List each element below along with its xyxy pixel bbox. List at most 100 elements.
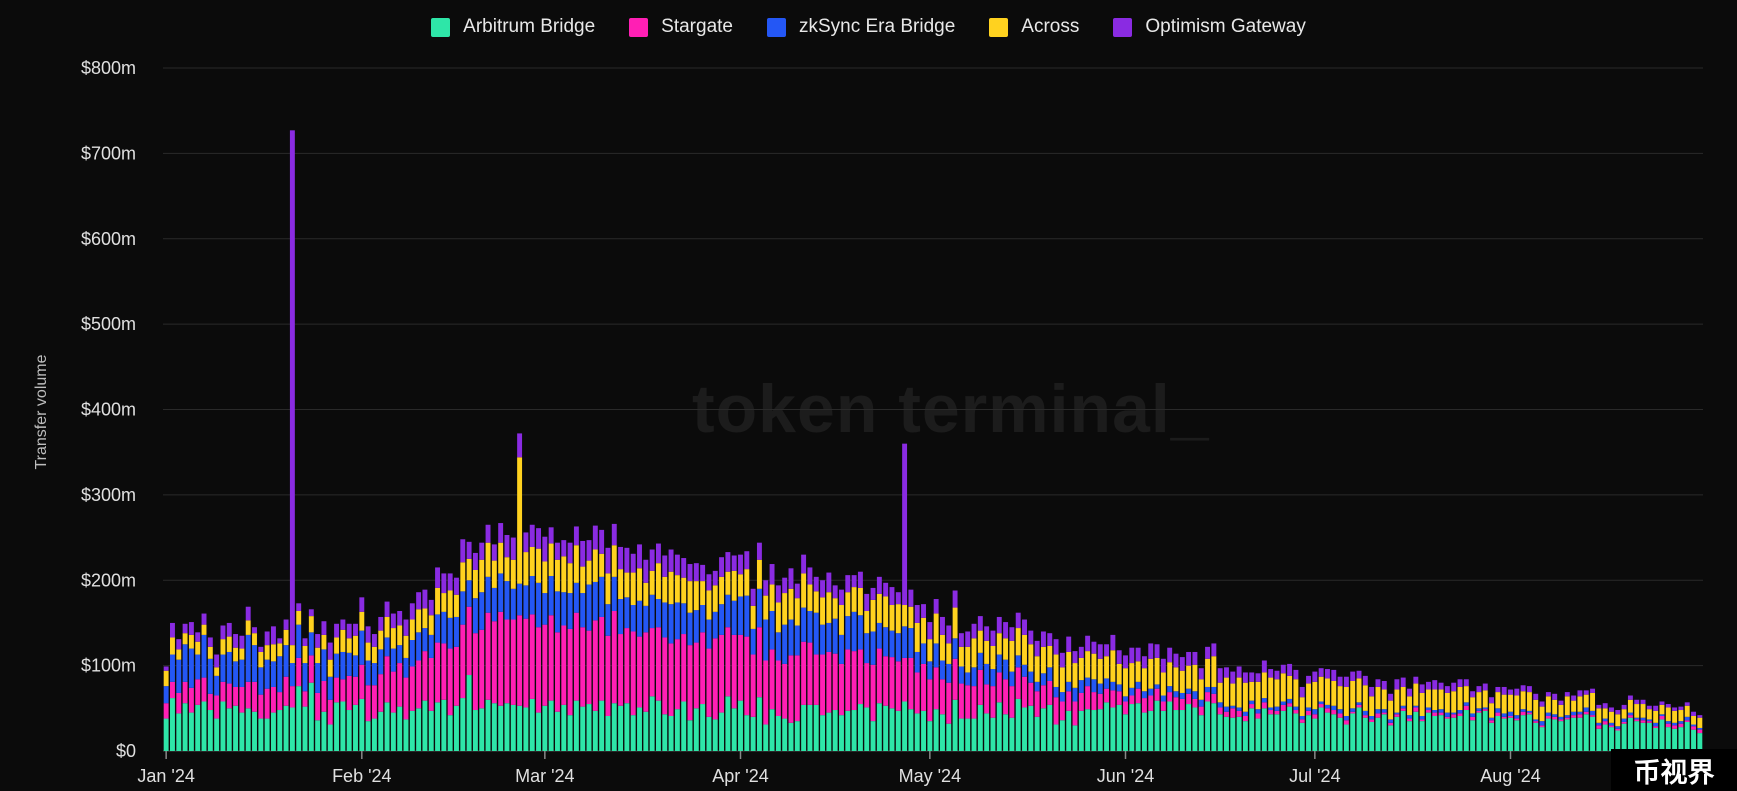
bar-segment[interactable] (1388, 719, 1394, 723)
bar-segment[interactable] (454, 705, 459, 751)
bar-segment[interactable] (1470, 720, 1476, 751)
bar-segment[interactable] (870, 599, 876, 632)
bar-segment[interactable] (1097, 683, 1103, 694)
bar-segment[interactable] (479, 542, 485, 560)
bar-segment[interactable] (990, 686, 996, 718)
bar-segment[interactable] (378, 630, 384, 650)
bar-segment[interactable] (1514, 718, 1520, 721)
bar-segment[interactable] (952, 607, 958, 639)
bar-segment[interactable] (1533, 721, 1539, 723)
bar-segment[interactable] (1672, 725, 1678, 729)
bar-segment[interactable] (517, 615, 523, 706)
bar-segment[interactable] (163, 703, 169, 719)
bar-segment[interactable] (1375, 717, 1381, 751)
bar-segment[interactable] (573, 700, 579, 751)
bar-segment[interactable] (611, 703, 617, 751)
bar-segment[interactable] (618, 705, 624, 751)
bar-segment[interactable] (599, 529, 605, 554)
bar-segment[interactable] (1148, 643, 1154, 659)
bar-segment[interactable] (1097, 693, 1103, 710)
bar-segment[interactable] (801, 607, 807, 642)
bar-segment[interactable] (308, 616, 314, 633)
bar-segment[interactable] (1059, 652, 1065, 668)
bar-segment[interactable] (1432, 689, 1438, 711)
bar-segment[interactable] (1400, 708, 1406, 711)
bar-segment[interactable] (409, 640, 415, 667)
bar-segment[interactable] (1388, 700, 1394, 720)
bar-segment[interactable] (744, 636, 750, 716)
bar-segment[interactable] (1350, 680, 1356, 709)
bar-segment[interactable] (359, 611, 365, 631)
bar-segment[interactable] (308, 655, 314, 683)
bar-segment[interactable] (1501, 716, 1507, 719)
bar-segment[interactable] (794, 625, 800, 656)
bar-segment[interactable] (1072, 701, 1078, 726)
bar-segment[interactable] (826, 622, 832, 652)
bar-segment[interactable] (1236, 710, 1242, 717)
bar-segment[interactable] (1236, 707, 1242, 711)
bar-segment[interactable] (700, 605, 706, 633)
bar-segment[interactable] (214, 695, 220, 719)
bar-segment[interactable] (1160, 701, 1166, 711)
bar-segment[interactable] (447, 648, 453, 716)
bar-segment[interactable] (1261, 708, 1267, 751)
bar-segment[interactable] (1261, 672, 1267, 699)
bar-segment[interactable] (1179, 710, 1185, 751)
bar-segment[interactable] (1091, 679, 1097, 693)
bar-segment[interactable] (851, 611, 857, 652)
bar-segment[interactable] (1602, 708, 1608, 719)
bar-segment[interactable] (1501, 686, 1507, 695)
bar-segment[interactable] (334, 653, 340, 678)
bar-segment[interactable] (693, 581, 699, 611)
bar-segment[interactable] (851, 575, 857, 588)
bar-segment[interactable] (1255, 681, 1261, 710)
bar-segment[interactable] (1123, 668, 1128, 697)
bar-segment[interactable] (359, 597, 365, 612)
bar-segment[interactable] (1520, 685, 1526, 692)
bar-segment[interactable] (340, 701, 346, 751)
bar-segment[interactable] (289, 686, 295, 708)
bar-segment[interactable] (441, 643, 447, 700)
bar-segment[interactable] (346, 710, 352, 751)
bar-segment[interactable] (195, 641, 201, 655)
bar-segment[interactable] (731, 600, 737, 635)
bar-segment[interactable] (170, 654, 175, 682)
bar-segment[interactable] (536, 528, 541, 549)
bar-segment[interactable] (1691, 711, 1696, 716)
bar-segment[interactable] (971, 638, 977, 668)
bar-segment[interactable] (719, 576, 725, 605)
bar-segment[interactable] (1684, 716, 1690, 721)
bar-segment[interactable] (176, 692, 182, 714)
bar-segment[interactable] (270, 712, 276, 751)
bar-segment[interactable] (1457, 713, 1463, 716)
bar-segment[interactable] (655, 599, 661, 628)
bar-segment[interactable] (472, 570, 478, 599)
bar-segment[interactable] (226, 651, 232, 684)
bar-segment[interactable] (498, 523, 504, 543)
bar-segment[interactable] (245, 708, 251, 751)
bar-segment[interactable] (1009, 627, 1015, 641)
bar-segment[interactable] (839, 715, 844, 751)
bar-segment[interactable] (1621, 704, 1627, 710)
bar-segment[interactable] (1160, 672, 1166, 696)
bar-segment[interactable] (599, 616, 605, 701)
bar-segment[interactable] (1520, 709, 1526, 712)
bar-segment[interactable] (1425, 710, 1431, 713)
bar-segment[interactable] (334, 677, 340, 703)
bar-segment[interactable] (1293, 710, 1299, 714)
bar-segment[interactable] (409, 603, 415, 620)
bar-segment[interactable] (1110, 681, 1116, 691)
bar-segment[interactable] (1609, 711, 1614, 723)
bar-segment[interactable] (1545, 692, 1551, 697)
bar-segment[interactable] (845, 575, 851, 593)
bar-segment[interactable] (233, 647, 239, 662)
bar-segment[interactable] (1451, 712, 1457, 715)
bar-segment[interactable] (1552, 719, 1558, 751)
bar-segment[interactable] (1268, 677, 1274, 708)
bar-segment[interactable] (1697, 729, 1703, 734)
bar-segment[interactable] (315, 692, 321, 721)
bar-segment[interactable] (946, 643, 952, 664)
bar-segment[interactable] (1350, 708, 1356, 712)
bar-segment[interactable] (1337, 713, 1343, 718)
bar-segment[interactable] (857, 704, 863, 751)
